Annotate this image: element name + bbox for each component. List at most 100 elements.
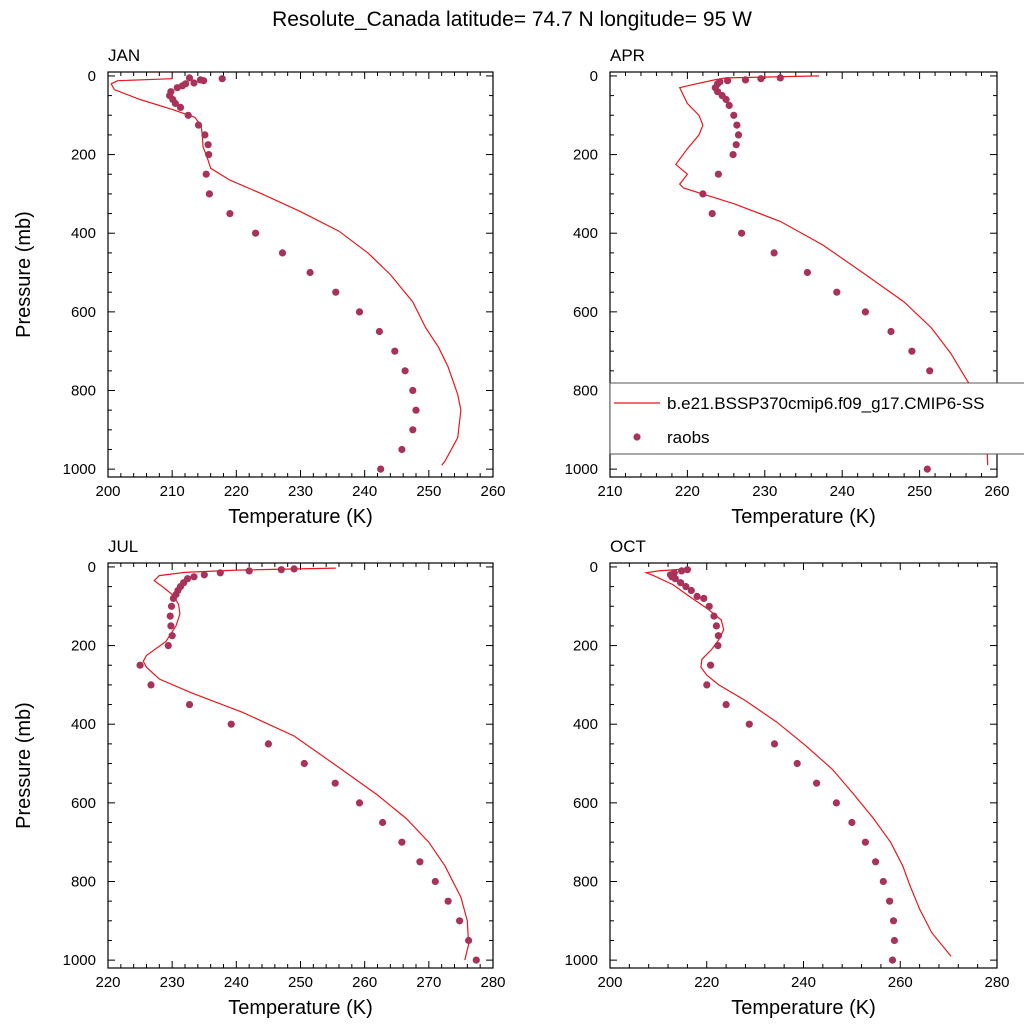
raobs-point <box>725 101 733 109</box>
raobs-point <box>848 818 856 827</box>
raobs-point <box>456 917 464 925</box>
raobs-point <box>190 573 198 581</box>
raobs-point <box>176 103 185 111</box>
raobs-point <box>699 190 707 198</box>
legend-background <box>610 383 1024 454</box>
model-series-line <box>110 78 462 466</box>
raobs-point <box>730 111 738 119</box>
raobs-point <box>712 622 721 630</box>
x-tick-label: 240 <box>352 483 377 500</box>
raobs-point <box>398 445 406 454</box>
raobs-point <box>444 897 452 905</box>
x-tick-label: 250 <box>907 483 932 500</box>
figure-title: Resolute_Canada latitude= 74.7 N longitu… <box>272 8 752 31</box>
raobs-point <box>770 740 779 748</box>
y-tick-label: 800 <box>71 873 96 890</box>
y-tick-label: 400 <box>71 716 96 733</box>
raobs-point <box>714 642 722 650</box>
x-axis-label: Temperature (K) <box>731 506 876 528</box>
raobs-point <box>173 84 181 92</box>
raobs-point <box>169 594 177 603</box>
panels: JAN 200 210 220 230 240 250 260 0 200 400 600 800 100… <box>13 46 1010 1019</box>
y-axis-label: Pressure (mb) <box>13 702 35 829</box>
x-tick-label: 260 <box>888 974 913 991</box>
raobs-point <box>164 642 172 650</box>
raobs-point <box>278 249 287 257</box>
plot-frame <box>107 562 494 969</box>
y-tick-label: 800 <box>573 873 598 890</box>
legend-obs-label: raobs <box>667 428 710 447</box>
raobs-point <box>245 567 253 575</box>
x-tick-label: 270 <box>416 974 441 991</box>
raobs-point <box>832 799 841 807</box>
raobs-point <box>879 877 887 886</box>
raobs-point <box>379 818 387 827</box>
raobs-point <box>872 858 880 866</box>
raobs-point <box>888 956 897 964</box>
model-series-line <box>644 568 952 957</box>
panel-apr: APR 210 220 230 240 250 260 0 200 400 600 800 1000 Te… <box>565 46 1010 528</box>
x-tick-label: 200 <box>597 974 622 991</box>
raobs-point <box>465 936 473 945</box>
raobs-point <box>813 779 821 787</box>
data-layer <box>110 74 462 473</box>
x-tick-label: 250 <box>416 483 441 500</box>
y-tick-label: 0 <box>590 68 598 85</box>
panel-title: OCT <box>610 537 646 556</box>
x-tick-label: 240 <box>224 974 249 991</box>
panel-title: JUL <box>108 537 138 556</box>
raobs-point <box>216 569 224 577</box>
raobs-point <box>889 917 898 925</box>
raobs-point <box>401 367 409 375</box>
raobs-point <box>700 594 708 603</box>
raobs-point <box>264 740 272 748</box>
raobs-point <box>391 347 399 355</box>
raobs-point <box>722 95 730 104</box>
raobs-point <box>693 592 701 601</box>
raobs-point <box>204 141 212 149</box>
x-tick-label: 220 <box>224 483 249 500</box>
raobs-point <box>218 75 226 83</box>
raobs-point <box>722 701 730 709</box>
y-tick-label: 800 <box>573 382 598 399</box>
raobs-point <box>147 681 155 689</box>
raobs-point <box>687 586 695 595</box>
y-tick-label: 200 <box>71 638 96 655</box>
x-tick-label: 260 <box>984 483 1009 500</box>
y-tick-label: 0 <box>590 559 598 576</box>
raobs-point <box>409 426 417 434</box>
raobs-point <box>861 838 870 846</box>
raobs-point <box>190 79 198 87</box>
raobs-point <box>770 249 778 257</box>
y-tick-label: 200 <box>573 638 598 655</box>
plot-frame <box>609 562 998 969</box>
raobs-point <box>745 720 753 728</box>
raobs-point <box>707 661 715 669</box>
raobs-point <box>277 566 285 574</box>
x-tick-label: 240 <box>791 974 816 991</box>
raobs-point <box>705 602 713 610</box>
raobs-point <box>412 406 420 414</box>
y-tick-label: 600 <box>71 795 96 812</box>
raobs-point <box>332 288 340 296</box>
raobs-point <box>331 779 339 787</box>
x-tick-label: 220 <box>675 483 700 500</box>
raobs-point <box>194 121 203 129</box>
panel-jan: JAN 200 210 220 230 240 250 260 0 200 400 600 800 100… <box>13 46 506 528</box>
legend-model-label: b.e21.BSSP370cmip6.f09_g17.CMIP6-SS <box>667 394 985 413</box>
data-layer <box>644 566 952 964</box>
x-axis-label: Temperature (K) <box>228 506 373 528</box>
raobs-point <box>355 799 364 807</box>
raobs-point <box>185 701 194 709</box>
x-tick-label: 210 <box>597 483 622 500</box>
raobs-point <box>375 327 383 336</box>
panel-title: APR <box>610 46 645 65</box>
raobs-point <box>196 76 204 84</box>
raobs-point <box>714 170 723 178</box>
raobs-point <box>793 759 801 768</box>
x-tick-label: 260 <box>352 974 377 991</box>
raobs-point <box>729 151 737 159</box>
y-tick-label: 200 <box>573 147 598 164</box>
raobs-point <box>290 565 298 573</box>
